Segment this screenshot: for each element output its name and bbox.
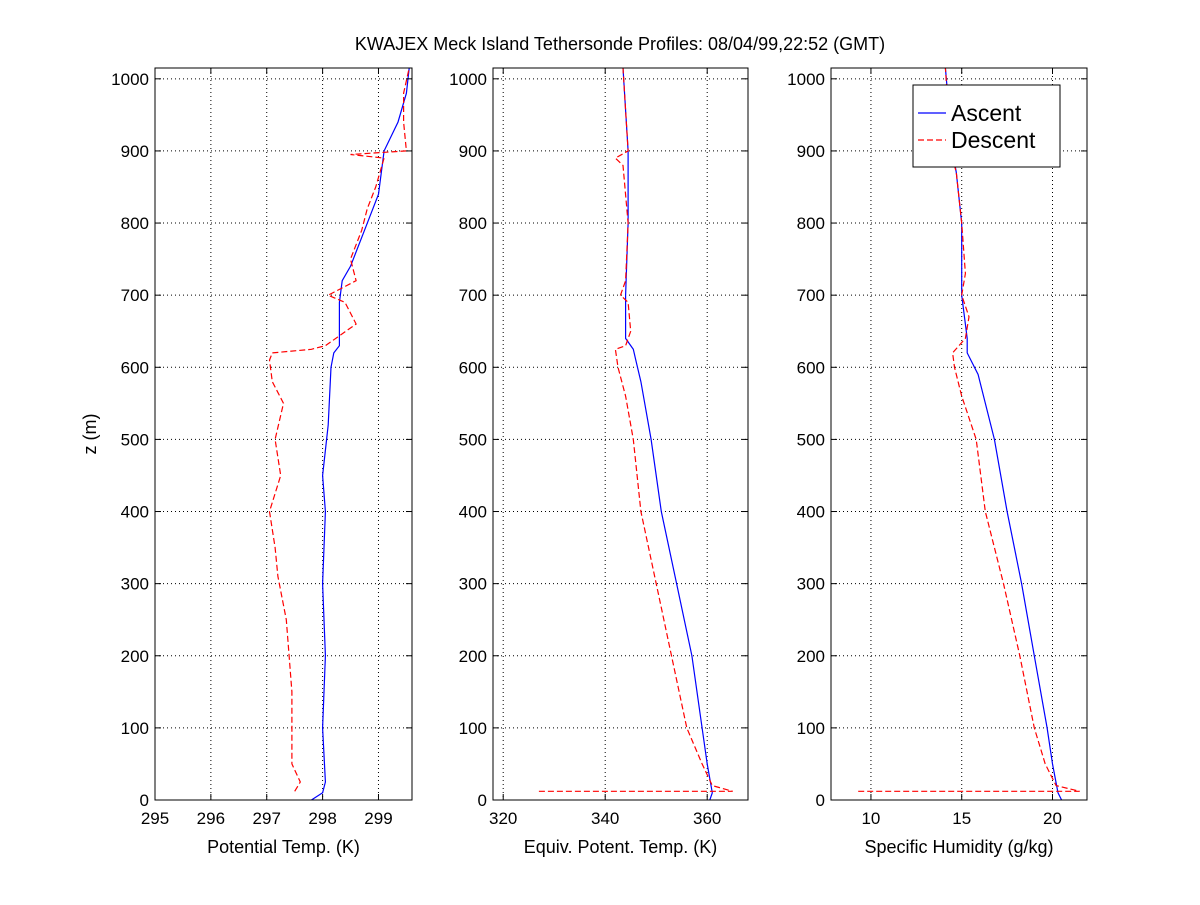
axes-box	[154, 67, 413, 801]
x-tick-label: 340	[591, 809, 619, 828]
y-tick-label: 100	[121, 719, 149, 738]
x-tick-label: 295	[141, 809, 169, 828]
y-tick-label: 300	[121, 575, 149, 594]
y-tick-label: 700	[459, 286, 487, 305]
x-tick-label: 297	[253, 809, 281, 828]
x-tick-label: 299	[364, 809, 392, 828]
y-tick-label: 400	[121, 503, 149, 522]
x-tick-label: 320	[489, 809, 517, 828]
x-tick-label: 296	[197, 809, 225, 828]
y-tick-label: 600	[797, 358, 825, 377]
series-ascent-line	[311, 68, 410, 800]
chart-title: KWAJEX Meck Island Tethersonde Profiles:…	[355, 34, 885, 54]
plot-area	[831, 68, 1087, 800]
y-tick-label: 300	[797, 575, 825, 594]
axes-box	[492, 67, 749, 801]
y-tick-label: 800	[797, 214, 825, 233]
y-tick-label: 700	[121, 286, 149, 305]
y-tick-label: 600	[121, 358, 149, 377]
y-tick-label: 1000	[787, 70, 825, 89]
series-descent-line	[858, 68, 1080, 792]
x-axis-label: Equiv. Potent. Temp. (K)	[524, 837, 717, 857]
y-tick-label: 200	[459, 647, 487, 666]
plot-area	[155, 68, 412, 800]
y-tick-label: 400	[797, 503, 825, 522]
x-axis-label: Potential Temp. (K)	[207, 837, 360, 857]
x-tick-label: 15	[952, 809, 971, 828]
y-tick-label: 700	[797, 286, 825, 305]
plot-area	[493, 68, 748, 800]
y-tick-label: 800	[121, 214, 149, 233]
y-tick-label: 300	[459, 575, 487, 594]
axes-box	[830, 67, 1088, 801]
y-tick-label: 200	[797, 647, 825, 666]
series-descent-line	[268, 68, 410, 792]
chart-panel-1: 295 296 297 298 299 0 100 200 300 400 500 600 700 800…	[80, 67, 413, 857]
y-tick-label: 400	[459, 503, 487, 522]
y-tick-label: 500	[121, 430, 149, 449]
y-tick-label: 100	[459, 719, 487, 738]
y-tick-label: 200	[121, 647, 149, 666]
x-axis-label: Specific Humidity (g/kg)	[864, 837, 1053, 857]
y-tick-label: 500	[797, 430, 825, 449]
y-tick-label: 900	[797, 142, 825, 161]
y-tick-label: 0	[478, 791, 487, 810]
x-tick-label: 10	[861, 809, 880, 828]
y-tick-label: 1000	[449, 70, 487, 89]
y-tick-label: 500	[459, 430, 487, 449]
y-axis-label: z (m)	[80, 414, 100, 455]
series-ascent-line	[944, 68, 1063, 800]
y-tick-label: 900	[459, 142, 487, 161]
y-tick-label: 800	[459, 214, 487, 233]
legend-box	[912, 84, 1061, 168]
y-tick-label: 900	[121, 142, 149, 161]
y-tick-label: 0	[816, 791, 825, 810]
chart-panel-3: 10 15 2001002003004005006007008009001000Sp…	[787, 67, 1088, 857]
x-tick-label: 298	[308, 809, 336, 828]
x-tick-label: 20	[1043, 809, 1062, 828]
legend-label-ascent: Ascent	[951, 100, 1022, 126]
chart-panel-2: 320 340 360 0 100 200 300 400 500 600 700 800 900 100…	[449, 67, 749, 857]
y-tick-label: 100	[797, 719, 825, 738]
y-tick-label: 1000	[111, 70, 149, 89]
y-tick-label: 0	[140, 791, 149, 810]
x-tick-label: 360	[693, 809, 721, 828]
legend-label-descent: Descent	[951, 127, 1036, 153]
series-descent-line	[538, 68, 733, 792]
y-tick-label: 600	[459, 358, 487, 377]
